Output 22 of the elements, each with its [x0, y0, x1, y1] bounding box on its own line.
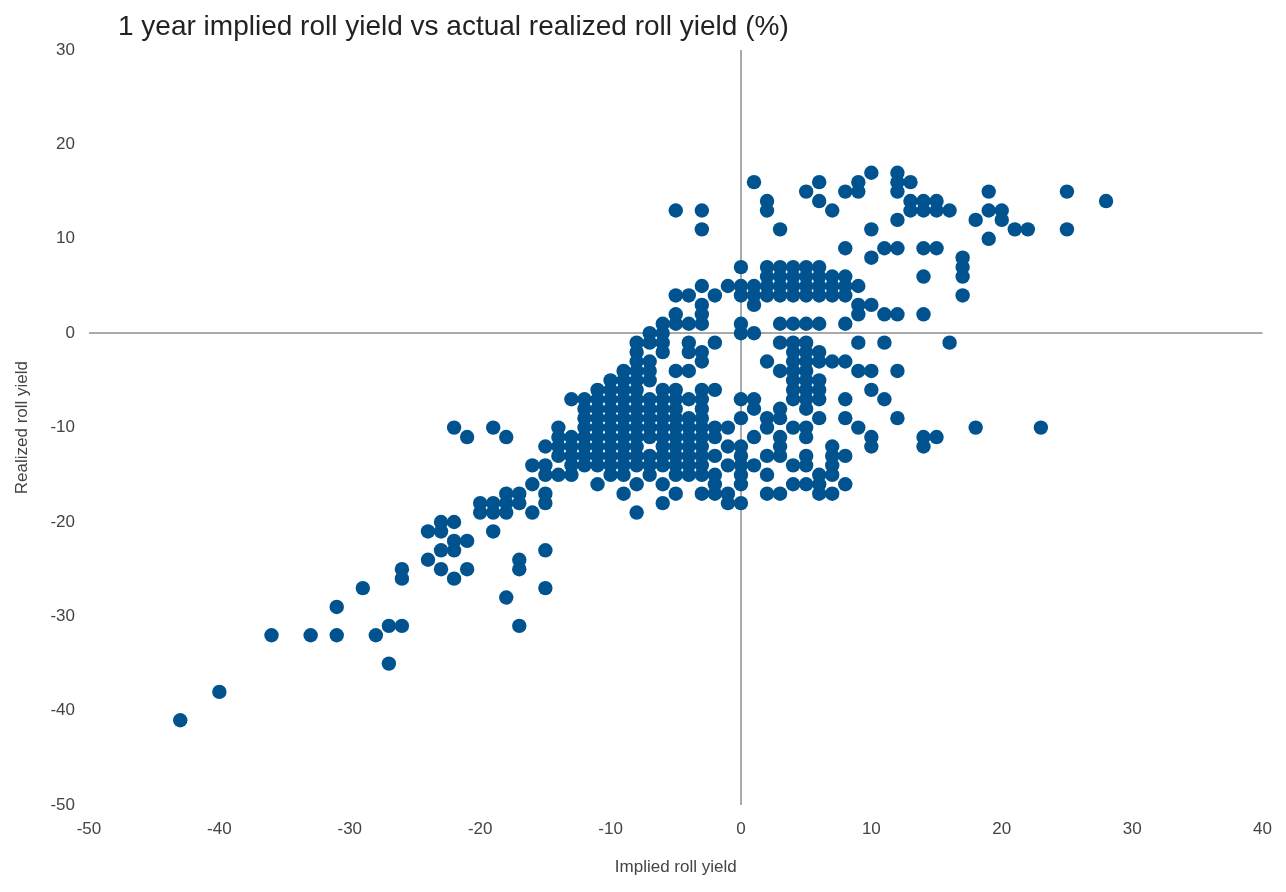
x-tick-label: 10 [861, 819, 881, 839]
chart-title: 1 year implied roll yield vs actual realized roll yield (%) [118, 10, 789, 42]
x-tick-label: -20 [467, 819, 493, 839]
x-tick-label: -40 [207, 819, 232, 839]
y-tick-label: -20 [50, 511, 75, 531]
x-axis-title: Implied roll yield [614, 857, 737, 877]
y-tick-label: 10 [56, 228, 75, 248]
x-tick-label: -30 [337, 819, 363, 839]
x-tick-label: -10 [598, 819, 623, 839]
x-tick-label: 40 [1253, 819, 1273, 839]
x-tick-label: 0 [736, 819, 746, 839]
y-tick-label: -50 [50, 794, 75, 814]
y-tick-label: 0 [65, 322, 75, 342]
x-tick-label: 30 [1122, 819, 1142, 839]
y-tick-label: 20 [56, 134, 75, 154]
y-tick-label: -30 [50, 606, 75, 626]
y-tick-label: 30 [56, 39, 75, 59]
x-tick-label: -50 [76, 819, 102, 839]
y-axis-title: Realized roll yield [11, 360, 31, 495]
y-tick-label: -40 [50, 700, 75, 720]
x-tick-label: 20 [992, 819, 1012, 839]
y-tick-label: -10 [50, 417, 75, 437]
